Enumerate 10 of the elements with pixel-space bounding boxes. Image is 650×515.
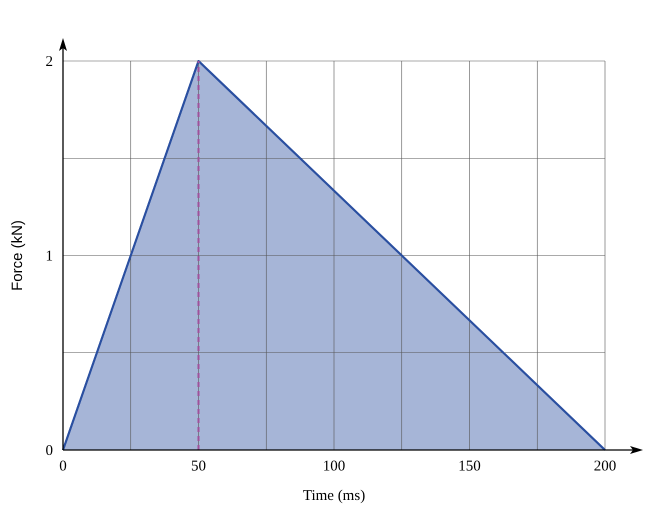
x-tick-label: 100 bbox=[322, 458, 346, 475]
x-tick-label: 0 bbox=[59, 458, 67, 475]
y-tick-label: 2 bbox=[46, 54, 53, 70]
y-axis-title: Force (kN) bbox=[9, 220, 26, 291]
x-tick-label: 200 bbox=[594, 458, 616, 475]
y-tick-label: 0 bbox=[46, 442, 53, 459]
x-tick-label: 50 bbox=[191, 458, 206, 475]
y-tick-label: 1 bbox=[46, 248, 53, 264]
x-tick-label: 150 bbox=[458, 458, 481, 475]
x-axis-title: Time (ms) bbox=[302, 488, 366, 504]
